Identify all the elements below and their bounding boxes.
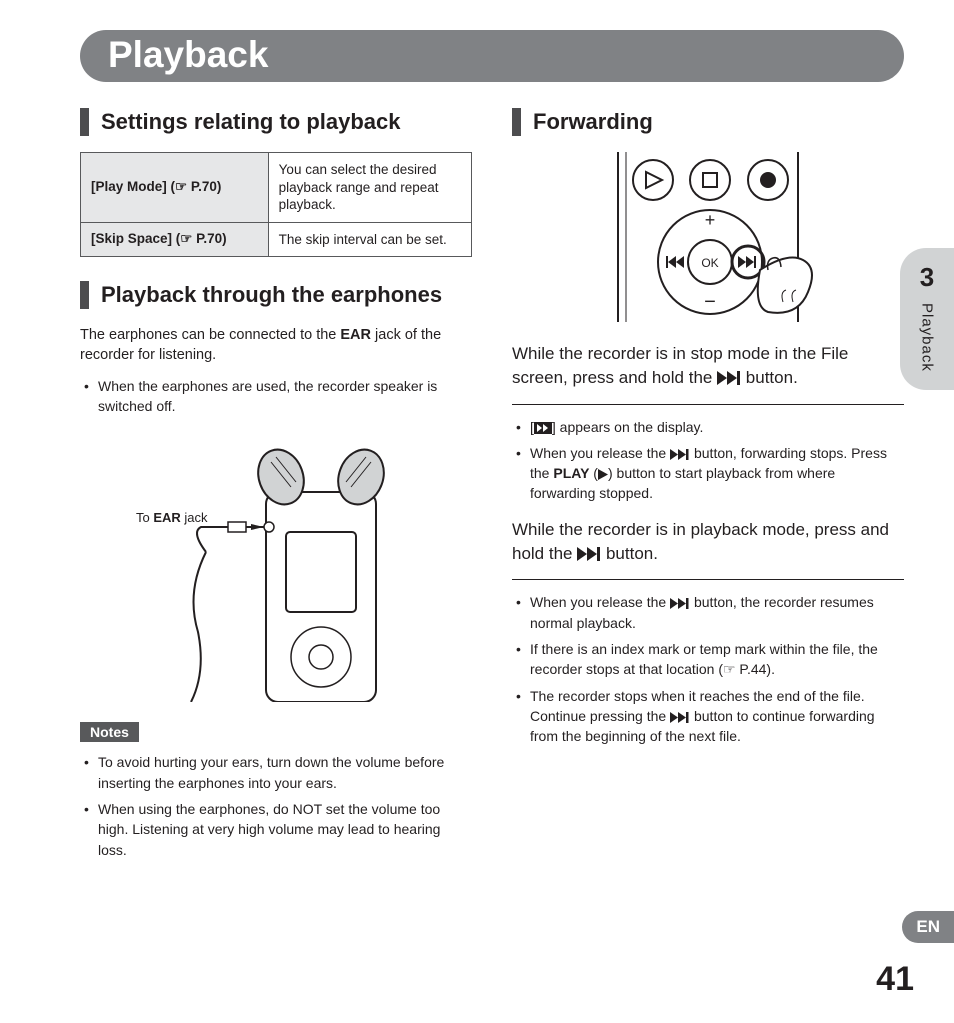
controls-illustration: OK + − — [512, 152, 904, 322]
chapter-number: 3 — [900, 262, 954, 293]
text: ] appears on the display. — [552, 419, 704, 435]
list-item: When you release the button, forwarding … — [530, 443, 904, 504]
notes-bullets: To avoid hurting your ears, turn down th… — [80, 752, 472, 859]
section-heading-earphones: Playback through the earphones — [80, 281, 472, 309]
forwarding-bullets-2: When you release the button, the recorde… — [512, 592, 904, 746]
heading-bar-icon — [80, 281, 89, 309]
list-item: [] appears on the display. — [530, 417, 904, 437]
setting-label: [Skip Space] (☞ P.70) — [81, 222, 269, 257]
list-item: When you release the button, the recorde… — [530, 592, 904, 633]
text: When you release the — [530, 445, 670, 461]
page-title: Playback — [108, 34, 876, 76]
svg-text:OK: OK — [701, 256, 718, 270]
table-row: [Play Mode] (☞ P.70) You can select the … — [81, 153, 472, 223]
earphone-bullets: When the earphones are used, the recorde… — [80, 376, 472, 417]
text: button. — [601, 544, 658, 563]
instruction-1: While the recorder is in stop mode in th… — [512, 342, 904, 390]
section-heading-forwarding: Forwarding — [512, 108, 904, 136]
heading-bar-icon — [512, 108, 521, 136]
recorder-svg-icon — [136, 432, 416, 702]
ff-indicator-icon — [534, 422, 552, 434]
notes-label: Notes — [80, 722, 139, 742]
text: button. — [741, 368, 798, 387]
divider — [512, 404, 904, 405]
settings-table: [Play Mode] (☞ P.70) You can select the … — [80, 152, 472, 257]
text-bold: EAR — [340, 327, 371, 343]
fast-forward-icon — [670, 598, 690, 609]
notes-block: Notes To avoid hurting your ears, turn d… — [80, 722, 472, 859]
fast-forward-icon — [577, 547, 601, 561]
table-row: [Skip Space] (☞ P.70) The skip interval … — [81, 222, 472, 257]
right-column: Forwarding O — [512, 100, 904, 874]
fast-forward-icon — [670, 449, 690, 460]
svg-text:+: + — [705, 210, 716, 230]
list-item: When using the earphones, do NOT set the… — [98, 799, 472, 860]
text: While the recorder is in playback mode, … — [512, 520, 889, 563]
fast-forward-icon — [670, 712, 690, 723]
language-tab: EN — [902, 911, 954, 943]
text: The earphones can be connected to the — [80, 327, 340, 343]
instruction-2: While the recorder is in playback mode, … — [512, 518, 904, 566]
earphones-intro: The earphones can be connected to the EA… — [80, 325, 472, 366]
text: While the recorder is in stop mode in th… — [512, 344, 848, 387]
recorder-illustration: To EAR jack — [80, 432, 472, 702]
chapter-side-tab: 3 Playback — [900, 248, 954, 390]
play-icon — [598, 469, 608, 480]
page-number: 41 — [876, 960, 914, 999]
heading-text: Settings relating to playback — [101, 109, 401, 135]
ear-jack-label: To EAR jack — [136, 510, 208, 525]
page-title-bar: Playback — [80, 30, 904, 82]
list-item: To avoid hurting your ears, turn down th… — [98, 752, 472, 793]
chapter-label: Playback — [919, 303, 936, 372]
text: When you release the — [530, 594, 670, 610]
divider — [512, 579, 904, 580]
controls-svg-icon: OK + − — [588, 152, 828, 322]
text: jack — [181, 510, 208, 525]
list-item: If there is an index mark or temp mark w… — [530, 639, 904, 680]
text: ( — [589, 465, 598, 481]
svg-text:−: − — [704, 291, 716, 313]
setting-label: [Play Mode] (☞ P.70) — [81, 153, 269, 223]
heading-text: Playback through the earphones — [101, 282, 442, 308]
forwarding-bullets-1: [] appears on the display. When you rele… — [512, 417, 904, 504]
text: To — [136, 510, 153, 525]
left-column: Settings relating to playback [Play Mode… — [80, 100, 472, 874]
setting-desc: You can select the desired playback rang… — [268, 153, 471, 223]
section-heading-settings: Settings relating to playback — [80, 108, 472, 136]
setting-desc: The skip interval can be set. — [268, 222, 471, 257]
heading-bar-icon — [80, 108, 89, 136]
text-bold: PLAY — [553, 465, 589, 481]
list-item: When the earphones are used, the recorde… — [98, 376, 472, 417]
fast-forward-icon — [717, 371, 741, 385]
heading-text: Forwarding — [533, 109, 653, 135]
text-bold: EAR — [153, 510, 180, 525]
list-item: The recorder stops when it reaches the e… — [530, 686, 904, 747]
